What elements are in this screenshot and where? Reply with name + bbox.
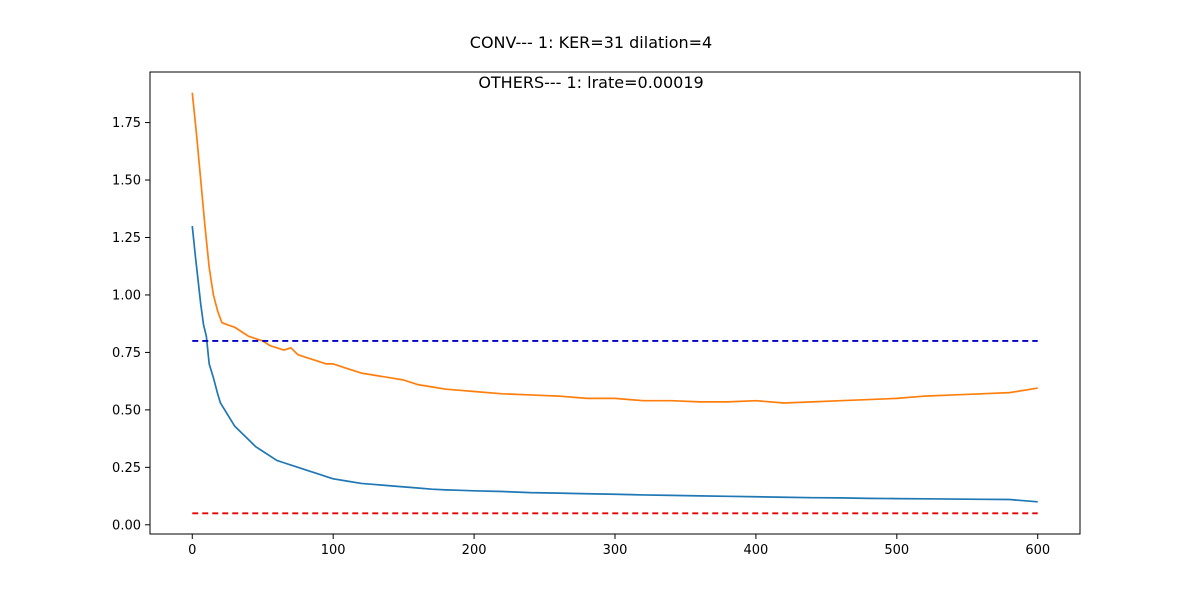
- y-tick-label: 0.50: [112, 403, 141, 418]
- y-tick-label: 1.75: [112, 116, 141, 131]
- x-tick-label: 200: [462, 543, 487, 558]
- x-tick-label: 600: [1025, 543, 1050, 558]
- series-layer: [191, 92, 1038, 515]
- chart-suptitle: CONV--- 1: KER=31 dilation=4: [470, 33, 712, 52]
- y-tick-label: 0.75: [112, 346, 141, 361]
- y-tick-label: 1.50: [112, 174, 141, 189]
- x-axis: 0 100 200 300 400 500 600: [188, 534, 1050, 558]
- y-tick-label: 1.25: [112, 231, 141, 246]
- y-axis: 0.00 0.25 0.50 0.75 1.00 1.25 1.50 1.75: [112, 116, 150, 533]
- y-tick-label: 1.00: [112, 288, 141, 303]
- series-line-2: [191, 92, 1038, 404]
- y-tick-label: 0.00: [112, 518, 141, 533]
- x-tick-label: 0: [188, 543, 196, 558]
- x-tick-label: 100: [321, 543, 346, 558]
- chart-title: OTHERS--- 1: lrate=0.00019: [478, 73, 703, 92]
- x-tick-label: 500: [884, 543, 909, 558]
- y-tick-label: 0.25: [112, 461, 141, 476]
- x-tick-label: 300: [603, 543, 628, 558]
- series-line-1: [191, 225, 1038, 503]
- x-tick-label: 400: [743, 543, 768, 558]
